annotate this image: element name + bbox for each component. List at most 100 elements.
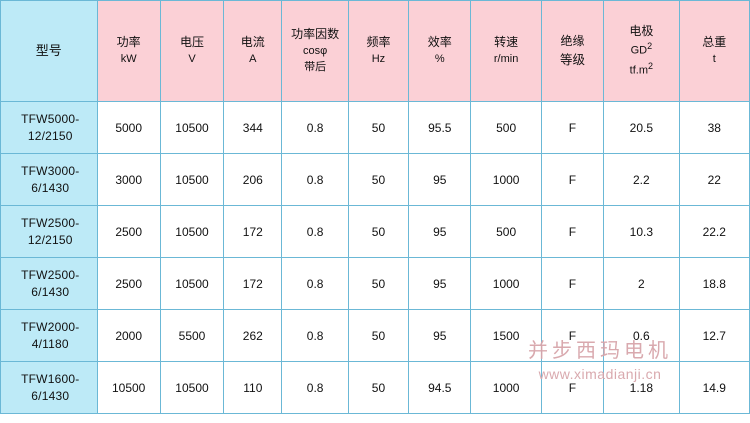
cell-power-factor: 0.8 xyxy=(281,361,349,414)
cell-voltage: 10500 xyxy=(159,205,225,258)
table-row: TFW2500- 12/2150 2500 10500 172 0.8 50 9… xyxy=(0,205,750,258)
cell-gd2: 0.6 xyxy=(603,309,680,362)
model-line-2: 4/1180 xyxy=(31,336,69,351)
cell-insulation: F xyxy=(540,361,605,414)
model-line-2: 6/1430 xyxy=(31,284,70,299)
column-header-gd2: 电极 GD2 tf.m2 xyxy=(603,0,680,102)
cell-voltage: 10500 xyxy=(159,361,225,414)
table-body: TFW5000- 12/2150 5000 10500 344 0.8 50 9… xyxy=(0,101,750,414)
cell-model: TFW2500- 6/1430 xyxy=(0,257,98,310)
column-header-speed-unit: r/min xyxy=(493,52,519,65)
cell-current: 172 xyxy=(223,257,283,310)
column-header-power-factor-label: 功率因数 xyxy=(291,27,340,42)
column-header-gd2-label: 电极 xyxy=(629,23,654,38)
column-header-efficiency: 效率 % xyxy=(408,0,472,102)
cell-gd2: 10.3 xyxy=(603,205,680,258)
cell-current: 172 xyxy=(223,205,283,258)
cell-current: 110 xyxy=(223,361,283,414)
table-header-row: 型号 功率 kW 电压 V 电流 A 功率因数 cosφ 带后 频率 Hz xyxy=(0,0,750,102)
model-line-2: 6/1430 xyxy=(31,180,70,195)
cell-frequency: 50 xyxy=(347,153,410,206)
model-line-1: TFW1600- xyxy=(21,372,80,387)
column-header-frequency: 频率 Hz xyxy=(347,0,410,102)
column-header-power-factor-unit: cosφ xyxy=(302,44,328,57)
column-header-weight-label: 总重 xyxy=(702,35,727,50)
column-header-weight-unit: t xyxy=(712,52,716,65)
cell-power-factor: 0.8 xyxy=(281,257,349,310)
cell-efficiency: 95 xyxy=(408,309,472,362)
cell-power: 2500 xyxy=(96,205,161,258)
cell-frequency: 50 xyxy=(347,257,410,310)
table-row: TFW3000- 6/1430 3000 10500 206 0.8 50 95… xyxy=(0,153,750,206)
table-row: TFW5000- 12/2150 5000 10500 344 0.8 50 9… xyxy=(0,101,750,154)
cell-speed: 500 xyxy=(470,205,542,258)
column-header-power: 功率 kW xyxy=(96,0,161,102)
column-header-gd2-unit: GD2 xyxy=(630,41,653,57)
column-header-insulation-label: 绝缘 xyxy=(560,34,585,49)
cell-insulation: F xyxy=(540,257,605,310)
motor-spec-table: 型号 功率 kW 电压 V 电流 A 功率因数 cosφ 带后 频率 Hz xyxy=(0,0,750,414)
cell-insulation: F xyxy=(540,101,605,154)
cell-efficiency: 94.5 xyxy=(408,361,472,414)
cell-efficiency: 95 xyxy=(408,205,472,258)
column-header-model-label: 型号 xyxy=(35,42,62,58)
cell-power-factor: 0.8 xyxy=(281,101,349,154)
cell-power: 2500 xyxy=(96,257,161,310)
cell-speed: 1000 xyxy=(470,257,542,310)
cell-gd2: 1.18 xyxy=(603,361,680,414)
column-header-power-label: 功率 xyxy=(116,35,141,50)
column-header-weight: 总重 t xyxy=(678,0,750,102)
column-header-power-factor-note: 带后 xyxy=(304,60,327,73)
cell-voltage: 5500 xyxy=(159,309,225,362)
cell-current: 344 xyxy=(223,101,283,154)
cell-current: 206 xyxy=(223,153,283,206)
cell-power: 2000 xyxy=(96,309,161,362)
cell-weight: 12.7 xyxy=(678,309,750,362)
model-line-1: TFW3000- xyxy=(21,164,80,179)
column-header-voltage: 电压 V xyxy=(159,0,225,102)
column-header-current-unit: A xyxy=(249,52,257,65)
cell-power-factor: 0.8 xyxy=(281,153,349,206)
cell-efficiency: 95.5 xyxy=(408,101,472,154)
cell-frequency: 50 xyxy=(347,309,410,362)
cell-insulation: F xyxy=(540,309,605,362)
column-header-frequency-unit: Hz xyxy=(371,52,386,65)
cell-model: TFW5000- 12/2150 xyxy=(0,101,98,154)
cell-speed: 1500 xyxy=(470,309,542,362)
model-line-2: 12/2150 xyxy=(27,232,73,247)
column-header-current: 电流 A xyxy=(223,0,283,102)
cell-gd2: 2.2 xyxy=(603,153,680,206)
column-header-power-factor: 功率因数 cosφ 带后 xyxy=(281,0,349,102)
cell-model: TFW2000- 4/1180 xyxy=(0,309,98,362)
cell-power: 10500 xyxy=(96,361,161,414)
model-line-1: TFW2500- xyxy=(21,268,80,283)
cell-power: 3000 xyxy=(96,153,161,206)
column-header-current-label: 电流 xyxy=(240,35,265,50)
cell-current: 262 xyxy=(223,309,283,362)
cell-insulation: F xyxy=(540,153,605,206)
table-row: TFW2000- 4/1180 2000 5500 262 0.8 50 95 … xyxy=(0,309,750,362)
column-header-power-unit: kW xyxy=(120,52,137,65)
cell-weight: 18.8 xyxy=(678,257,750,310)
cell-gd2: 20.5 xyxy=(603,101,680,154)
cell-voltage: 10500 xyxy=(159,101,225,154)
cell-speed: 500 xyxy=(470,101,542,154)
column-header-insulation-label2: 等级 xyxy=(559,52,585,67)
cell-efficiency: 95 xyxy=(408,257,472,310)
column-header-efficiency-unit: % xyxy=(434,52,445,65)
cell-speed: 1000 xyxy=(470,153,542,206)
column-header-speed-label: 转速 xyxy=(494,35,519,50)
model-line-1: TFW2000- xyxy=(21,320,80,335)
cell-model: TFW3000- 6/1430 xyxy=(0,153,98,206)
cell-weight: 22 xyxy=(678,153,750,206)
cell-power-factor: 0.8 xyxy=(281,309,349,362)
column-header-voltage-unit: V xyxy=(188,52,196,65)
cell-insulation: F xyxy=(540,205,605,258)
cell-speed: 1000 xyxy=(470,361,542,414)
cell-frequency: 50 xyxy=(347,101,410,154)
model-line-1: TFW2500- xyxy=(21,216,80,231)
cell-power-factor: 0.8 xyxy=(281,205,349,258)
column-header-model: 型号 xyxy=(0,0,98,102)
cell-weight: 38 xyxy=(678,101,750,154)
cell-model: TFW1600- 6/1430 xyxy=(0,361,98,414)
